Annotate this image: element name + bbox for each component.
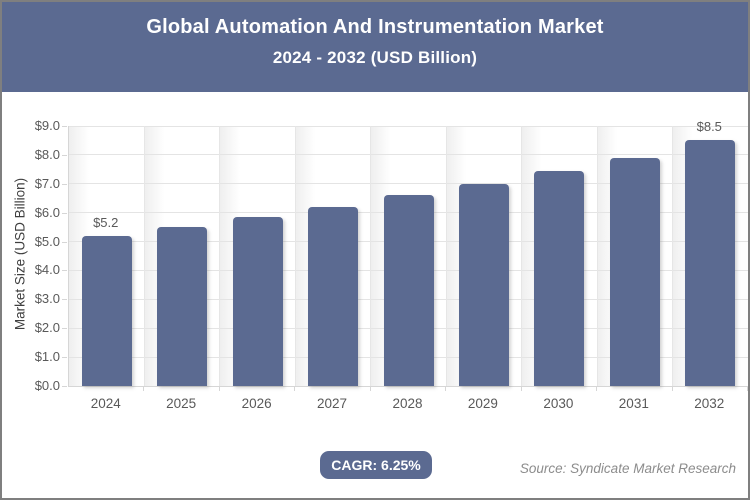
- x-tick-mark: [445, 387, 447, 391]
- v-gridline: [370, 126, 372, 386]
- x-tick-mark: [747, 387, 748, 391]
- y-tick-mark: [62, 154, 67, 156]
- v-gridline: [747, 126, 748, 386]
- y-tick-mark: [62, 270, 67, 272]
- chart-subtitle: 2024 - 2032 (USD Billion): [272, 48, 478, 67]
- bar-2026: [232, 217, 283, 386]
- y-tick-label: $1.0: [34, 349, 60, 365]
- y-tick-label: $9.0: [34, 118, 60, 133]
- x-tick-label: 2029: [467, 396, 498, 411]
- y-tick-label: $8.0: [34, 146, 60, 162]
- bar-2025: [157, 227, 208, 386]
- y-tick-mark: [62, 183, 67, 185]
- bar-value-label: $8.5: [696, 119, 722, 135]
- v-gridline: [672, 126, 674, 386]
- chart-header: Global Automation And Instrumentation Ma…: [2, 2, 748, 92]
- v-gridline: [294, 126, 296, 386]
- x-tick-mark: [143, 387, 145, 391]
- chart-title: Global Automation And Instrumentation Ma…: [146, 16, 604, 38]
- y-tick-mark: [62, 241, 67, 243]
- v-gridline: [143, 126, 145, 386]
- x-tick-label: 2031: [618, 396, 649, 411]
- y-tick-label: $0.0: [34, 378, 60, 393]
- x-tick-label: 2028: [392, 396, 423, 411]
- y-tick-mark: [62, 328, 67, 330]
- bar-2032: [685, 140, 736, 386]
- y-tick-mark: [62, 386, 67, 387]
- y-tick-label: $5.0: [34, 233, 60, 249]
- v-gridline: [219, 126, 221, 386]
- y-tick-label: $2.0: [34, 320, 60, 336]
- y-tick-label: $4.0: [34, 262, 60, 278]
- y-tick-label: $3.0: [34, 291, 60, 307]
- bar-value-label: $5.2: [93, 214, 119, 230]
- v-gridline: [521, 126, 523, 386]
- y-tick-mark: [62, 299, 67, 301]
- y-tick-mark: [62, 126, 67, 127]
- cagr-badge: CAGR: 6.25%: [320, 451, 432, 479]
- bar-2030: [534, 170, 585, 386]
- x-tick-label: 2025: [166, 396, 197, 411]
- x-tick-mark: [218, 387, 220, 391]
- y-tick-label: $7.0: [34, 175, 60, 191]
- v-gridline: [596, 126, 598, 386]
- bar-2024: [81, 235, 132, 386]
- x-tick-mark: [596, 387, 598, 391]
- x-tick-mark: [520, 387, 522, 391]
- bar-2029: [458, 183, 509, 386]
- x-tick-label: 2030: [543, 396, 574, 411]
- v-gridline: [445, 126, 447, 386]
- y-tick-mark: [62, 357, 67, 359]
- bar-2027: [308, 206, 359, 386]
- y-tick-label: $6.0: [34, 204, 60, 220]
- x-tick-label: 2027: [317, 396, 348, 411]
- plot-area: [68, 125, 748, 387]
- bar-2028: [383, 195, 434, 386]
- x-tick-mark: [369, 387, 371, 391]
- source-text: Source: Syndicate Market Research: [519, 461, 736, 476]
- y-tick-mark: [62, 212, 67, 214]
- h-gridline: [69, 183, 748, 185]
- h-gridline: [69, 125, 748, 127]
- x-tick-label: 2026: [241, 396, 272, 411]
- x-tick-label: 2024: [90, 396, 121, 411]
- x-tick-mark: [671, 387, 673, 391]
- bar-2031: [609, 157, 660, 386]
- x-tick-mark: [294, 387, 296, 391]
- x-tick-label: 2032: [694, 396, 725, 411]
- h-gridline: [69, 154, 748, 156]
